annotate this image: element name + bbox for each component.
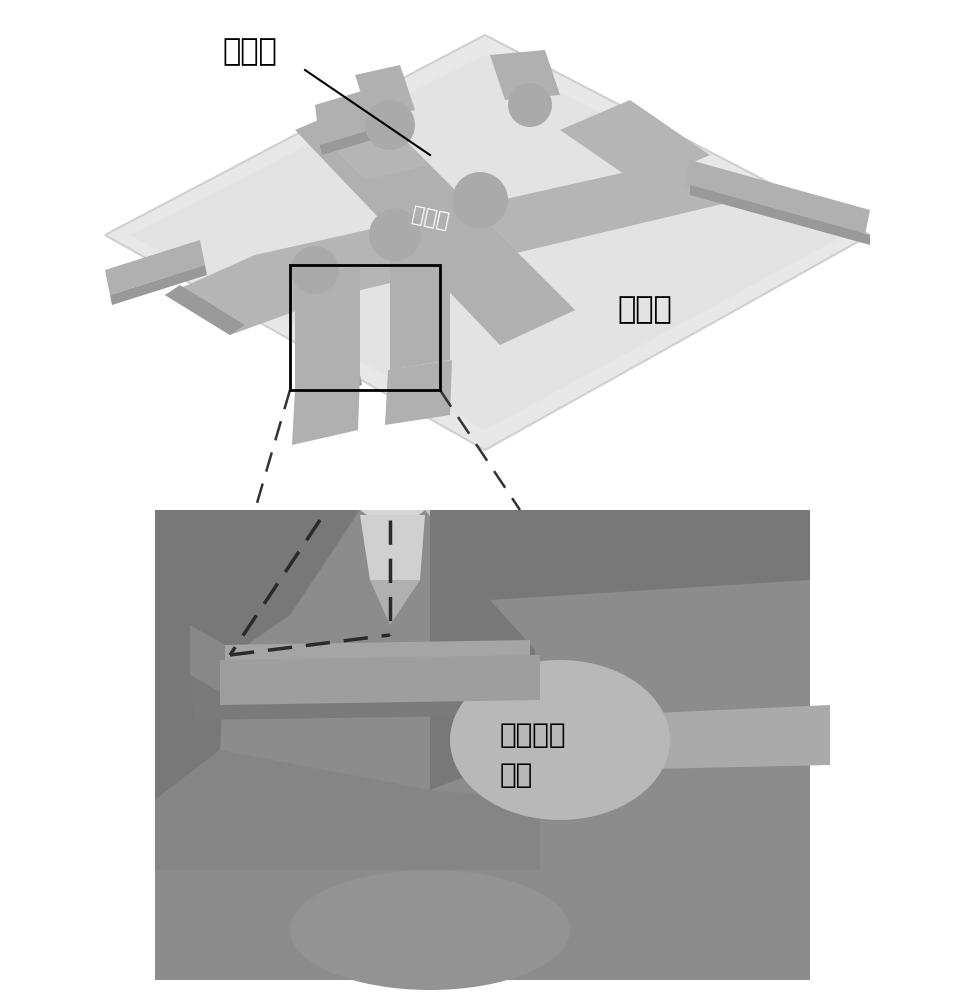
- Polygon shape: [489, 50, 559, 100]
- Polygon shape: [559, 100, 709, 185]
- Circle shape: [452, 172, 508, 228]
- Polygon shape: [295, 375, 361, 400]
- Polygon shape: [390, 245, 450, 370]
- Text: 近腔室: 近腔室: [617, 296, 672, 324]
- Polygon shape: [429, 510, 809, 790]
- Circle shape: [368, 209, 421, 261]
- Circle shape: [508, 83, 551, 127]
- Polygon shape: [220, 640, 529, 695]
- Circle shape: [364, 100, 415, 150]
- Polygon shape: [359, 510, 424, 535]
- Polygon shape: [315, 115, 429, 180]
- Ellipse shape: [450, 660, 670, 820]
- Polygon shape: [369, 580, 420, 625]
- Bar: [290, 265, 440, 390]
- Polygon shape: [295, 100, 575, 345]
- Circle shape: [291, 246, 338, 294]
- Polygon shape: [190, 625, 225, 695]
- Text: 主通道: 主通道: [409, 204, 450, 232]
- Polygon shape: [295, 265, 359, 390]
- Polygon shape: [359, 515, 424, 580]
- Bar: [155, 510, 809, 980]
- Ellipse shape: [290, 870, 570, 990]
- Polygon shape: [130, 55, 844, 430]
- Polygon shape: [385, 360, 452, 425]
- Polygon shape: [109, 265, 206, 305]
- Polygon shape: [355, 65, 415, 120]
- Polygon shape: [684, 160, 869, 235]
- Text: 细胞培养
腔室: 细胞培养 腔室: [499, 721, 566, 788]
- Polygon shape: [105, 35, 869, 450]
- Polygon shape: [165, 285, 245, 335]
- Polygon shape: [155, 510, 359, 625]
- Polygon shape: [220, 655, 540, 705]
- Polygon shape: [165, 160, 760, 335]
- Polygon shape: [320, 130, 372, 155]
- Polygon shape: [292, 375, 359, 445]
- Polygon shape: [190, 675, 529, 720]
- Text: 远腔室: 远腔室: [223, 38, 277, 67]
- Polygon shape: [689, 185, 869, 245]
- Polygon shape: [105, 240, 204, 295]
- Polygon shape: [155, 750, 540, 870]
- Polygon shape: [424, 510, 809, 590]
- Polygon shape: [155, 510, 359, 800]
- Polygon shape: [608, 705, 829, 770]
- Polygon shape: [315, 90, 369, 145]
